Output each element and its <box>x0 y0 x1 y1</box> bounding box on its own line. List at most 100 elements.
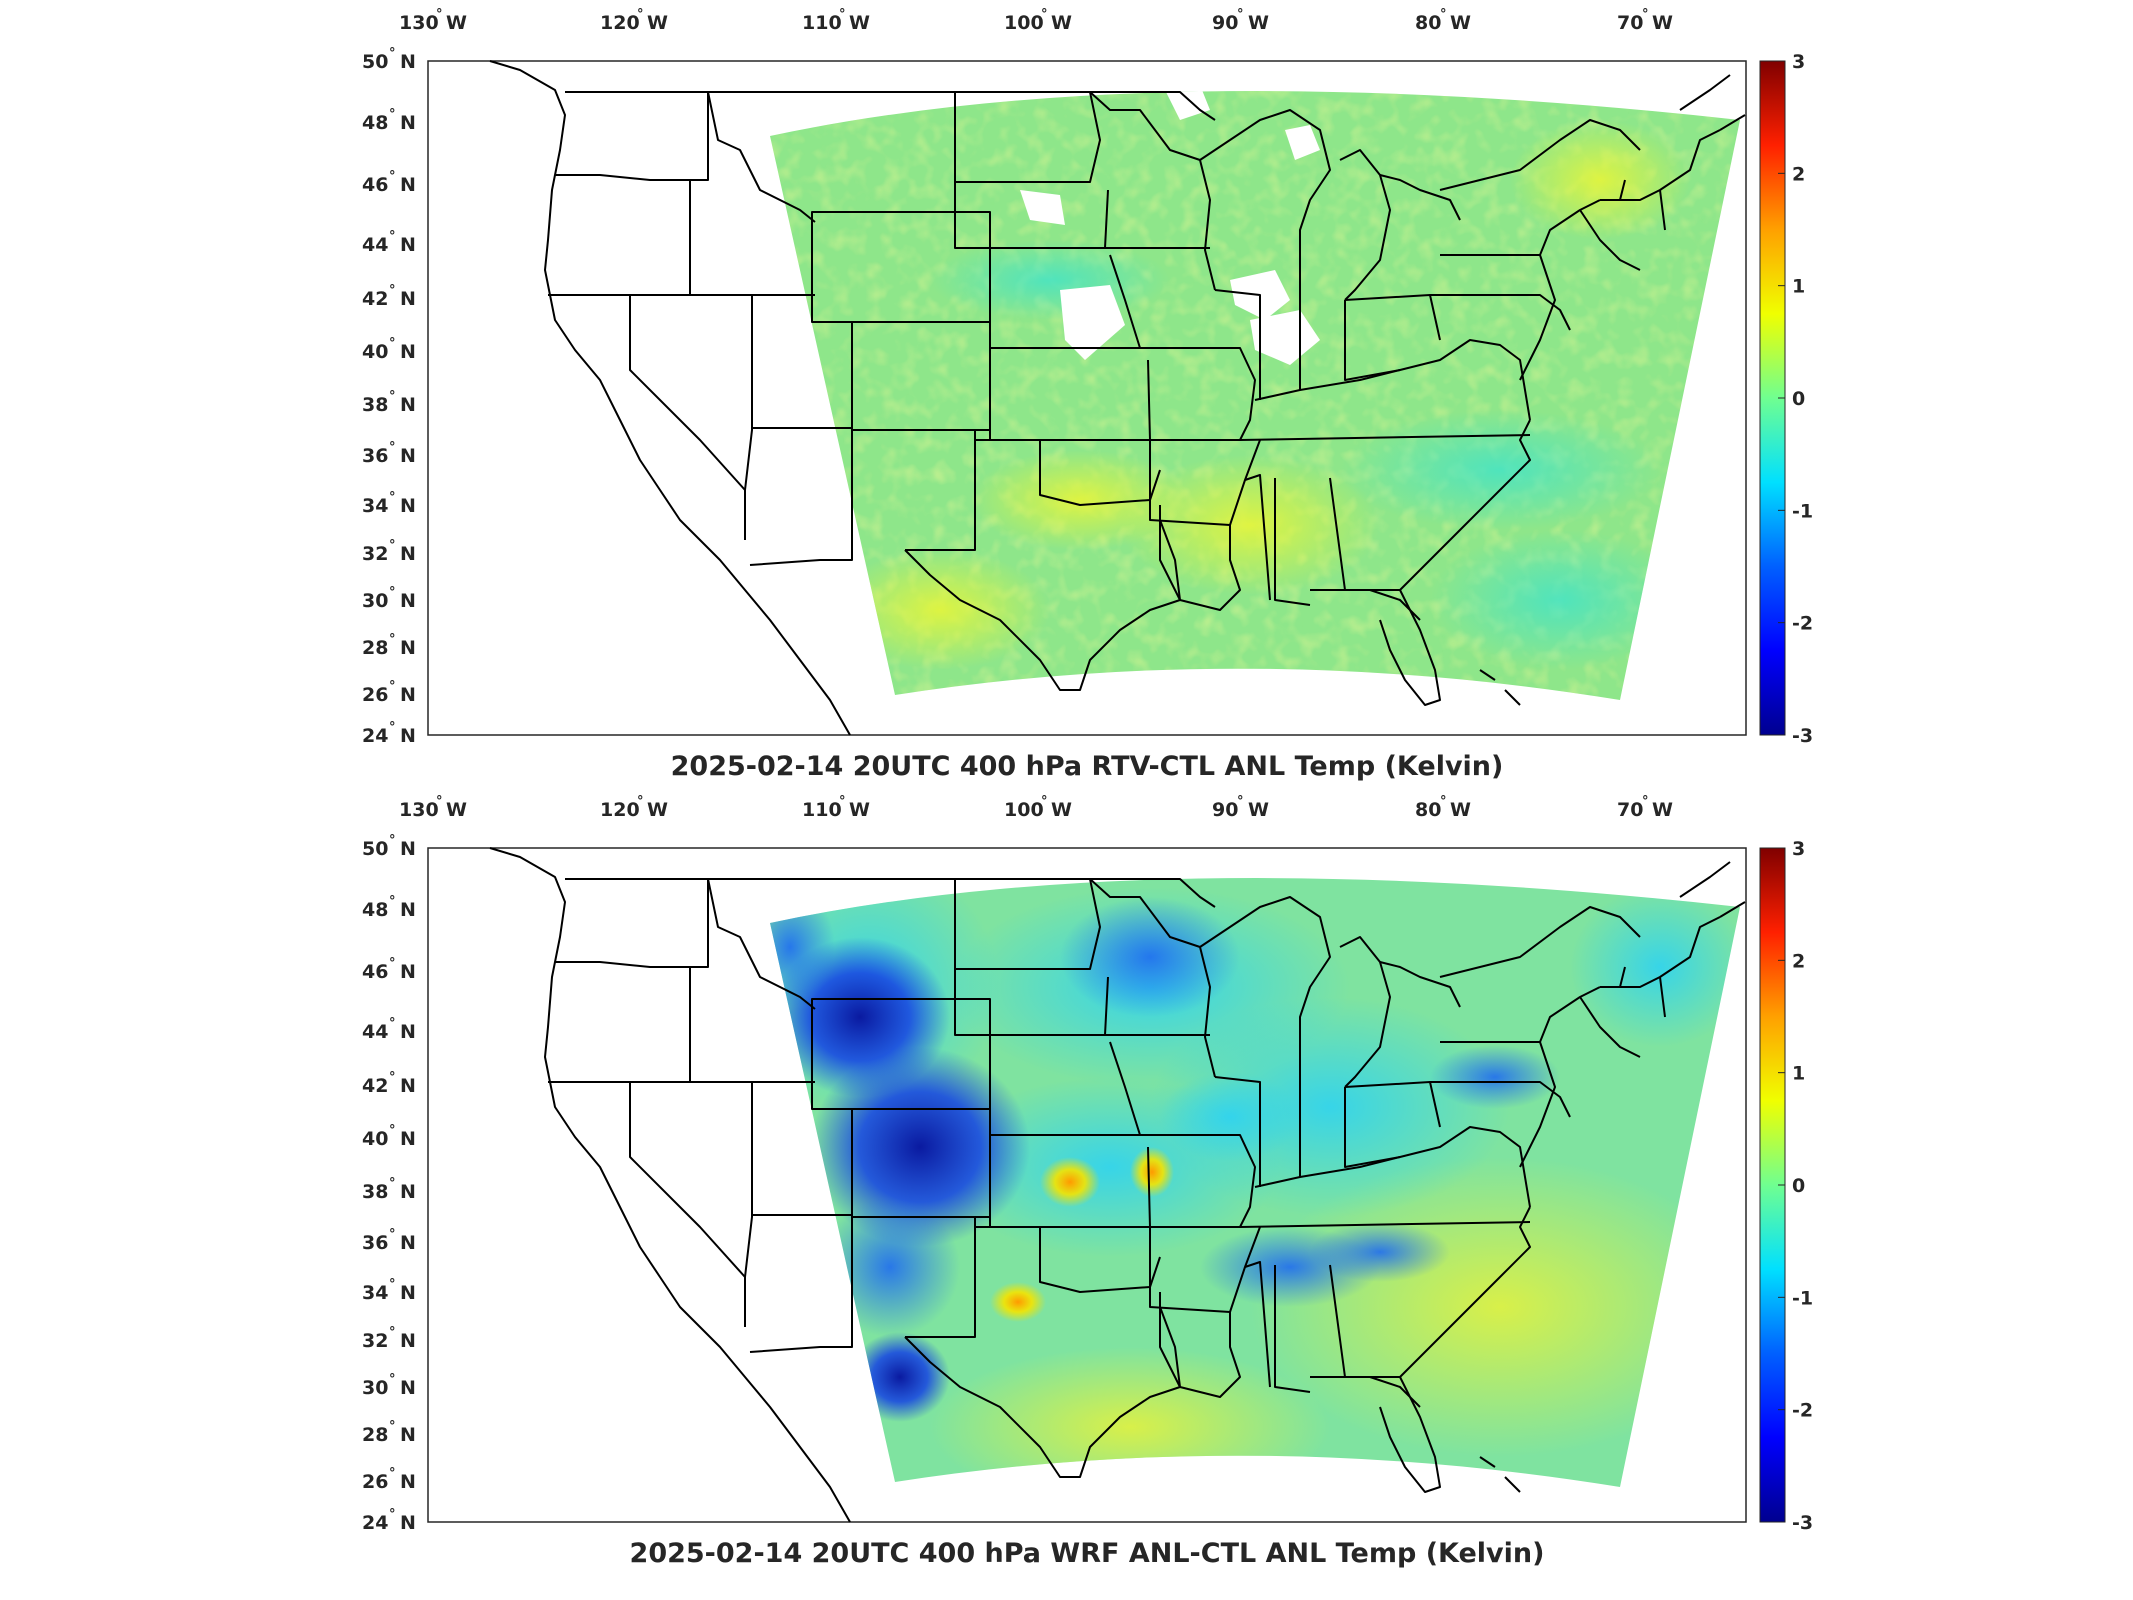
colorbar-tick-label: -3 <box>1792 1512 1813 1534</box>
svg-text:°: ° <box>1642 7 1649 22</box>
colorbar-tick-label: -2 <box>1792 613 1813 635</box>
colorbar-tick-label: -1 <box>1792 500 1813 522</box>
lon-tick: 110 <box>802 12 842 34</box>
degree-symbol: ° <box>389 169 396 184</box>
svg-text:°: ° <box>1041 794 1048 809</box>
colorbar-tick-label: 0 <box>1792 388 1805 410</box>
colorbar-tick-label: 1 <box>1792 276 1805 298</box>
latitude-tick-labels: 50 ° N48 ° N46 ° N44 ° N42 ° N40 ° N38 ° N36 ° N34 ° N32 ° N… <box>362 46 416 747</box>
lat-tick: 42 <box>362 1075 388 1097</box>
degree-symbol: ° <box>389 490 396 505</box>
lat-suffix: N <box>400 174 416 196</box>
lon-suffix: W <box>1051 799 1072 821</box>
lat-tick: 24 <box>362 725 388 747</box>
lat-tick: 44 <box>362 1021 388 1043</box>
lat-tick: 48 <box>362 112 388 134</box>
svg-text:°: ° <box>637 794 644 809</box>
temperature-difference-field <box>770 91 1740 700</box>
lat-tick: 40 <box>362 341 388 363</box>
lat-suffix: N <box>400 445 416 467</box>
lat-tick: 36 <box>362 1232 388 1254</box>
lat-tick: 30 <box>362 590 388 612</box>
lat-suffix: N <box>400 51 416 73</box>
degree-symbol: ° <box>389 1372 396 1387</box>
degree-symbol: ° <box>389 894 396 909</box>
lat-suffix: N <box>400 1471 416 1493</box>
lon-suffix: W <box>647 799 668 821</box>
lon-tick: 70 <box>1617 12 1643 34</box>
lat-tick: 24 <box>362 1512 388 1534</box>
lat-tick: 30 <box>362 1377 388 1399</box>
lat-suffix: N <box>400 495 416 517</box>
lat-suffix: N <box>400 234 416 256</box>
lon-tick: 70 <box>1617 799 1643 821</box>
lon-tick: 80 <box>1415 799 1441 821</box>
degree-symbol: ° <box>389 833 396 848</box>
state-boundaries <box>489 60 1746 736</box>
degree-symbol: ° <box>389 440 396 455</box>
lat-suffix: N <box>400 899 416 921</box>
lat-tick: 40 <box>362 1128 388 1150</box>
svg-text:°: ° <box>1041 7 1048 22</box>
degree-symbol: ° <box>389 283 396 298</box>
svg-text:°: ° <box>1440 794 1447 809</box>
lat-suffix: N <box>400 1282 416 1304</box>
lon-tick: 110 <box>802 799 842 821</box>
lon-suffix: W <box>1652 12 1673 34</box>
colorbar-tick-label: 2 <box>1792 950 1805 972</box>
colorbar-tick-label: 3 <box>1792 838 1805 860</box>
colorbar: 3 2 1 0 -1 -2 -3 <box>1759 51 1813 747</box>
lon-tick: 130 <box>399 799 439 821</box>
colorbar-tick-label: -3 <box>1792 725 1813 747</box>
map-figure: 130 ° W 120 ° W 110 ° W 100 ° W 90 ° W 8… <box>362 7 1813 782</box>
lat-suffix: N <box>400 1377 416 1399</box>
degree-symbol: ° <box>389 1466 396 1481</box>
degree-symbol: ° <box>389 1325 396 1340</box>
lon-suffix: W <box>1450 799 1471 821</box>
degree-symbol: ° <box>389 229 396 244</box>
degree-symbol: ° <box>389 720 396 735</box>
lat-suffix: N <box>400 1330 416 1352</box>
lat-tick: 44 <box>362 234 388 256</box>
svg-text:°: ° <box>637 7 644 22</box>
longitude-tick-labels: 130 ° W 120 ° W 110 ° W 100 ° W 90 ° W 8… <box>399 7 1673 34</box>
lat-suffix: N <box>400 684 416 706</box>
lon-tick: 130 <box>399 12 439 34</box>
colorbar-tick-label: 0 <box>1792 1175 1805 1197</box>
lat-tick: 26 <box>362 1471 388 1493</box>
lon-tick: 90 <box>1212 12 1238 34</box>
lat-suffix: N <box>400 112 416 134</box>
lat-tick: 42 <box>362 288 388 310</box>
lon-tick: 100 <box>1004 799 1044 821</box>
lat-tick: 28 <box>362 1424 388 1446</box>
lat-suffix: N <box>400 1424 416 1446</box>
lat-tick: 32 <box>362 1330 388 1352</box>
lat-tick: 46 <box>362 961 388 983</box>
degree-symbol: ° <box>389 956 396 971</box>
lat-tick: 50 <box>362 838 388 860</box>
lon-suffix: W <box>849 12 870 34</box>
degree-symbol: ° <box>389 336 396 351</box>
lat-tick: 46 <box>362 174 388 196</box>
colorbar-tick-label: 1 <box>1792 1063 1805 1085</box>
colorbar-tick-label: -2 <box>1792 1400 1813 1422</box>
lat-suffix: N <box>400 1075 416 1097</box>
lon-suffix: W <box>446 12 467 34</box>
lon-suffix: W <box>1248 12 1269 34</box>
lat-suffix: N <box>400 543 416 565</box>
lat-suffix: N <box>400 1128 416 1150</box>
lat-tick: 36 <box>362 445 388 467</box>
lon-suffix: W <box>647 12 668 34</box>
degree-symbol: ° <box>389 1016 396 1031</box>
degree-symbol: ° <box>389 585 396 600</box>
lat-tick: 26 <box>362 684 388 706</box>
lon-tick: 120 <box>600 12 640 34</box>
lat-suffix: N <box>400 1181 416 1203</box>
degree-symbol: ° <box>389 679 396 694</box>
degree-symbol: ° <box>389 632 396 647</box>
degree-symbol: ° <box>389 1070 396 1085</box>
lat-suffix: N <box>400 961 416 983</box>
svg-text:°: ° <box>436 794 443 809</box>
lat-suffix: N <box>400 394 416 416</box>
svg-text:°: ° <box>1440 7 1447 22</box>
